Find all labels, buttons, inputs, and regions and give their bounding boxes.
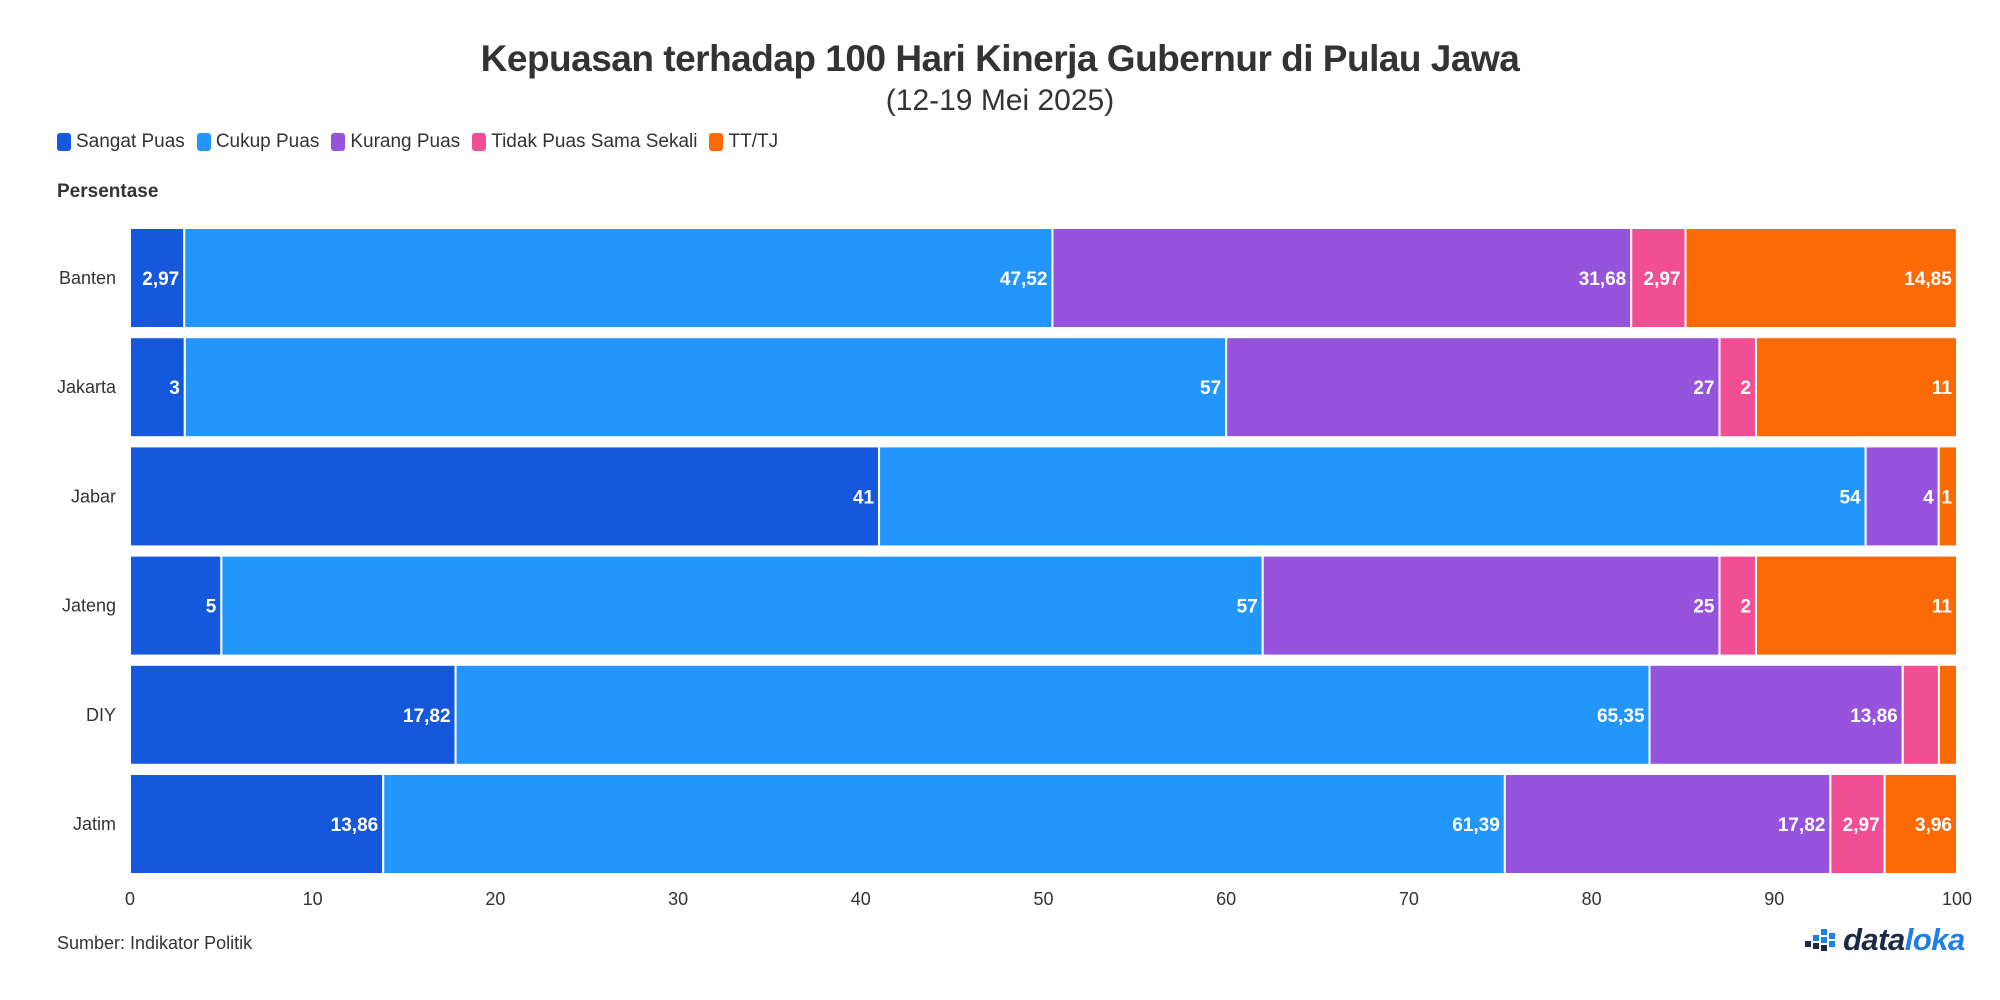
x-tick-label: 10 xyxy=(303,889,323,909)
bar-value-label: 2,97 xyxy=(1644,269,1681,290)
category-label: Jabar xyxy=(71,486,116,506)
legend-label: TT/TJ xyxy=(728,131,779,152)
legend-item-1: Cukup Puas xyxy=(196,131,320,153)
bar-segment xyxy=(878,445,1867,548)
x-tick-label: 60 xyxy=(1216,889,1236,909)
category-label: Jatim xyxy=(73,814,116,834)
x-tick-label: 90 xyxy=(1764,889,1784,909)
bar-segment xyxy=(1261,554,1721,657)
bar-value-label: 47,52 xyxy=(1000,269,1048,290)
bar-segment xyxy=(183,336,1228,439)
category-label: Jakarta xyxy=(57,377,117,397)
bar-value-label: 11 xyxy=(1932,597,1953,618)
bar-segment xyxy=(1503,773,1832,875)
bar-segment xyxy=(1755,336,1959,439)
bar-segment xyxy=(1883,773,1958,875)
category-label: Jateng xyxy=(62,596,116,616)
bar-value-label: 41 xyxy=(853,487,875,508)
category-label: DIY xyxy=(86,705,116,725)
legend-label: Cukup Puas xyxy=(215,131,320,152)
chart-subtitle: (12-19 Mei 2025) xyxy=(885,84,1115,117)
bar-value-label: 3 xyxy=(169,378,180,399)
legend-swatch xyxy=(57,133,71,151)
bar-value-label: 57 xyxy=(1237,597,1258,618)
legend-swatch xyxy=(709,133,724,151)
bar-segment xyxy=(129,227,186,329)
bar-value-label: 2 xyxy=(1740,597,1751,618)
dataloka-logo-icon xyxy=(1805,929,1835,951)
brand-wordmark: dataloka xyxy=(1843,922,1965,957)
x-tick-label: 0 xyxy=(125,889,135,909)
bar-value-label: 1 xyxy=(1941,487,1952,508)
legend: Sangat Puas Cukup Puas Kurang Puas Tidak Pu… xyxy=(57,131,778,153)
legend-item-3: Tidak Puas Sama Sekali xyxy=(472,131,697,153)
bar-segment xyxy=(1684,227,1958,329)
bar-value-label: 3,96 xyxy=(1915,815,1952,836)
bar-value-label: 54 xyxy=(1840,487,1862,508)
x-tick-label: 30 xyxy=(668,889,688,909)
legend-swatch xyxy=(331,133,346,151)
bar-segment xyxy=(1901,663,1940,766)
bar-value-label: 2 xyxy=(1740,378,1751,399)
bar-segment xyxy=(1937,663,1959,766)
bar-value-label: 65,35 xyxy=(1597,706,1645,727)
axis-caption: Persentase xyxy=(57,181,159,202)
x-tick-label: 70 xyxy=(1399,889,1419,909)
legend-swatch xyxy=(196,133,211,151)
x-tick-label: 100 xyxy=(1942,889,1972,909)
bar-segment xyxy=(129,663,457,766)
bar-segment xyxy=(1829,773,1886,875)
source-note: Sumber: Indikator Politik xyxy=(57,933,253,953)
legend-item-4: TT/TJ xyxy=(709,131,778,153)
bar-value-label: 17,82 xyxy=(1778,815,1826,836)
legend-label: Tidak Puas Sama Sekali xyxy=(491,131,698,152)
bar-segment xyxy=(454,663,1651,766)
bar-value-label: 4 xyxy=(1923,487,1934,508)
bar-segment xyxy=(1648,663,1904,766)
bar-value-label: 2,97 xyxy=(1843,815,1880,836)
bar-segment xyxy=(1718,336,1758,439)
legend-item-2: Kurang Puas xyxy=(331,131,460,153)
bar-segment xyxy=(1937,445,1958,548)
bar-value-label: 11 xyxy=(1932,378,1953,399)
bar-segment xyxy=(1051,227,1633,329)
bar-segment xyxy=(220,554,1264,657)
bar-value-label: 2,97 xyxy=(142,269,179,290)
bar-segment xyxy=(129,554,223,657)
bar-value-label: 27 xyxy=(1693,378,1714,399)
bar-segment xyxy=(1630,227,1687,329)
bar-segment xyxy=(382,773,1506,875)
legend-label: Sangat Puas xyxy=(76,131,185,152)
legend-swatch xyxy=(472,133,487,151)
bar-value-label: 25 xyxy=(1693,597,1715,618)
bar-value-label: 57 xyxy=(1200,378,1221,399)
legend-label: Kurang Puas xyxy=(350,131,461,152)
chart-title: Kepuasan terhadap 100 Hari Kinerja Guber… xyxy=(480,38,1520,79)
bar-value-label: 61,39 xyxy=(1452,815,1500,836)
x-tick-label: 50 xyxy=(1033,889,1053,909)
bar-value-label: 13,86 xyxy=(331,815,379,836)
bar-value-label: 14,85 xyxy=(1904,269,1952,290)
bar-value-label: 17,82 xyxy=(403,706,451,727)
x-tick-label: 20 xyxy=(485,889,505,909)
bar-value-label: 5 xyxy=(206,597,217,618)
bar-segment xyxy=(183,227,1054,329)
bar-value-label: 13,86 xyxy=(1850,706,1898,727)
brand-logo: dataloka xyxy=(1805,922,1965,958)
x-tick-label: 80 xyxy=(1582,889,1602,909)
bar-segment xyxy=(129,773,385,875)
bar-segment xyxy=(1755,554,1959,657)
bar-value-label: 31,68 xyxy=(1579,269,1627,290)
legend-item-0: Sangat Puas xyxy=(57,131,185,153)
x-tick-label: 40 xyxy=(851,889,871,909)
category-label: Banten xyxy=(59,268,116,288)
bar-segment xyxy=(129,445,881,548)
bar-segment xyxy=(1225,336,1721,439)
